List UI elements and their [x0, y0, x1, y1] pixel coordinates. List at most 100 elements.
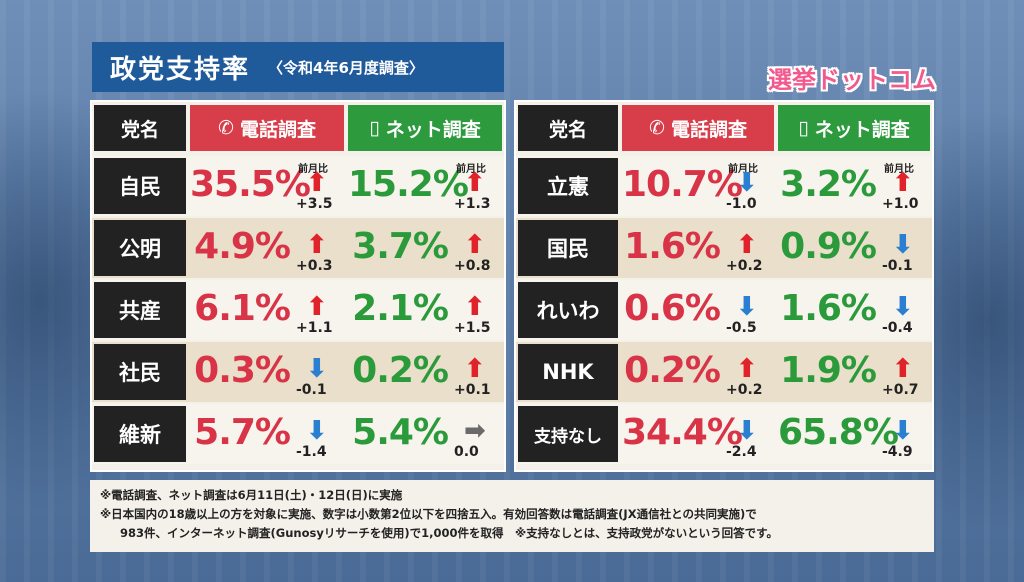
arrow-up-icon: ⬆ — [464, 168, 486, 198]
arrow-down-icon: ⬇ — [892, 416, 914, 446]
arrow-down-icon: ⬇ — [892, 292, 914, 322]
note-line-1: ※電話調査、ネット調査は6月11日(土)・12日(日)に実施 — [100, 488, 403, 502]
net-value: 3.7% — [352, 226, 449, 267]
note-line-3: 983件、インターネット調査(Gunosyリサーチを使用)で1,000件を取得 … — [120, 526, 778, 540]
arrow-flat-icon: ➡ — [464, 416, 486, 446]
net-value: 1.9% — [780, 350, 877, 391]
arrow-up-icon: ⬆ — [306, 168, 328, 198]
month-over-month-label: 前月比 — [728, 164, 758, 175]
phone-value: 0.6% — [624, 288, 721, 329]
phone-change: +0.3 — [296, 258, 333, 274]
month-over-month-label: 前月比 — [456, 164, 486, 175]
net-value: 5.4% — [352, 412, 449, 453]
phone-change: +1.1 — [296, 320, 333, 336]
arrow-up-icon: ⬆ — [306, 292, 328, 322]
phone-value: 0.2% — [624, 350, 721, 391]
phone-change: +0.2 — [726, 382, 763, 398]
net-value: 65.8% — [778, 412, 899, 453]
table-row: 社民 0.3% ⬇ -0.1 0.2% ⬆ +0.1 — [92, 342, 504, 402]
header-net-survey: ▯ ネット調査 — [778, 105, 930, 151]
net-value: 3.2% — [780, 164, 877, 205]
net-change: -4.9 — [882, 444, 913, 460]
net-change: +1.0 — [882, 196, 919, 212]
net-value: 0.2% — [352, 350, 449, 391]
table-row: 維新 5.7% ⬇ -1.4 5.4% ➡ 0.0 — [92, 404, 504, 464]
page-title: 政党支持率 — [110, 54, 251, 85]
arrow-up-icon: ⬆ — [306, 230, 328, 260]
arrow-up-icon: ⬆ — [464, 354, 486, 384]
party-name: 維新 — [94, 406, 186, 462]
phone-value: 1.6% — [624, 226, 721, 267]
party-name: 共産 — [94, 282, 186, 338]
phone-value: 0.3% — [194, 350, 291, 391]
arrow-down-icon: ⬇ — [736, 416, 758, 446]
party-name: 社民 — [94, 344, 186, 400]
net-change: +0.7 — [882, 382, 919, 398]
site-logo: 選挙ドットコム — [768, 66, 936, 94]
arrow-up-icon: ⬆ — [892, 168, 914, 198]
left-table: 党名 ✆ 電話調査 ▯ ネット調査 自民 35.5% 前月比 ⬆ +3.5 15.2% 前月比 ⬆ +1.… — [90, 100, 506, 472]
phone-change: -0.1 — [296, 382, 327, 398]
phone-change: -2.4 — [726, 444, 757, 460]
header-net-label: ネット調査 — [385, 118, 481, 141]
table-row: 国民 1.6% ⬆ +0.2 0.9% ⬇ -0.1 — [516, 218, 932, 278]
table-row: 共産 6.1% ⬆ +1.1 2.1% ⬆ +1.5 — [92, 280, 504, 340]
arrow-up-icon: ⬆ — [464, 230, 486, 260]
phone-value: 10.7% — [622, 164, 743, 205]
arrow-down-icon: ⬇ — [736, 292, 758, 322]
table-row: 自民 35.5% 前月比 ⬆ +3.5 15.2% 前月比 ⬆ +1.3 — [92, 156, 504, 216]
note-line-2: ※日本国内の18歳以上の方を対象に実施、数字は小数第2位以下を四捨五入。有効回答… — [100, 507, 757, 521]
arrow-up-icon: ⬆ — [892, 354, 914, 384]
arrow-down-icon: ⬇ — [736, 168, 758, 198]
phone-change: -1.0 — [726, 196, 757, 212]
right-table: 党名 ✆ 電話調査 ▯ ネット調査 立憲 10.7% 前月比 ⬇ -1.0 3.2% 前月比 ⬆ +1.0… — [514, 100, 934, 472]
table-row: れいわ 0.6% ⬇ -0.5 1.6% ⬇ -0.4 — [516, 280, 932, 340]
header-phone-survey: ✆ 電話調査 — [190, 105, 344, 151]
net-value: 15.2% — [348, 164, 469, 205]
header-net-label: ネット調査 — [814, 118, 910, 141]
header-phone-label: 電話調査 — [239, 118, 316, 141]
party-name: 国民 — [518, 220, 618, 276]
footnotes: ※電話調査、ネット調査は6月11日(土)・12日(日)に実施 ※日本国内の18歳… — [90, 480, 934, 552]
party-name: 公明 — [94, 220, 186, 276]
month-over-month-label: 前月比 — [298, 164, 328, 175]
table-row: 支持なし 34.4% ⬇ -2.4 65.8% ⬇ -4.9 — [516, 404, 932, 464]
party-name: 支持なし — [518, 406, 618, 462]
page-subtitle: 〈令和4年6月度調査〉 — [268, 58, 424, 77]
phone-change: +0.2 — [726, 258, 763, 274]
phone-value: 5.7% — [194, 412, 291, 453]
net-value: 2.1% — [352, 288, 449, 329]
phone-change: -0.5 — [726, 320, 757, 336]
party-name: NHK — [518, 344, 618, 400]
table-row: 公明 4.9% ⬆ +0.3 3.7% ⬆ +0.8 — [92, 218, 504, 278]
net-change: +1.5 — [454, 320, 491, 336]
arrow-up-icon: ⬆ — [736, 230, 758, 260]
party-name: れいわ — [518, 282, 618, 338]
phone-value: 34.4% — [622, 412, 743, 453]
phone-value: 6.1% — [194, 288, 291, 329]
net-change: +0.8 — [454, 258, 491, 274]
net-change: -0.4 — [882, 320, 913, 336]
party-name: 立憲 — [518, 158, 618, 214]
net-value: 1.6% — [780, 288, 877, 329]
header-phone-survey: ✆ 電話調査 — [622, 105, 774, 151]
smartphone-icon: ▯ — [369, 117, 380, 139]
party-name: 自民 — [94, 158, 186, 214]
phone-change: +3.5 — [296, 196, 333, 212]
phone-value: 4.9% — [194, 226, 291, 267]
net-change: +1.3 — [454, 196, 491, 212]
header-phone-label: 電話調査 — [670, 118, 747, 141]
arrow-down-icon: ⬇ — [306, 354, 328, 384]
header-net-survey: ▯ ネット調査 — [348, 105, 502, 151]
arrow-down-icon: ⬇ — [306, 416, 328, 446]
table-row: 立憲 10.7% 前月比 ⬇ -1.0 3.2% 前月比 ⬆ +1.0 — [516, 156, 932, 216]
title-bar: 政党支持率 〈令和4年6月度調査〉 — [92, 42, 504, 92]
net-value: 0.9% — [780, 226, 877, 267]
arrow-up-icon: ⬆ — [464, 292, 486, 322]
net-change: +0.1 — [454, 382, 491, 398]
net-change: 0.0 — [454, 444, 479, 460]
smartphone-icon: ▯ — [798, 117, 809, 139]
arrow-down-icon: ⬇ — [892, 230, 914, 260]
month-over-month-label: 前月比 — [884, 164, 914, 175]
table-row: NHK 0.2% ⬆ +0.2 1.9% ⬆ +0.7 — [516, 342, 932, 402]
